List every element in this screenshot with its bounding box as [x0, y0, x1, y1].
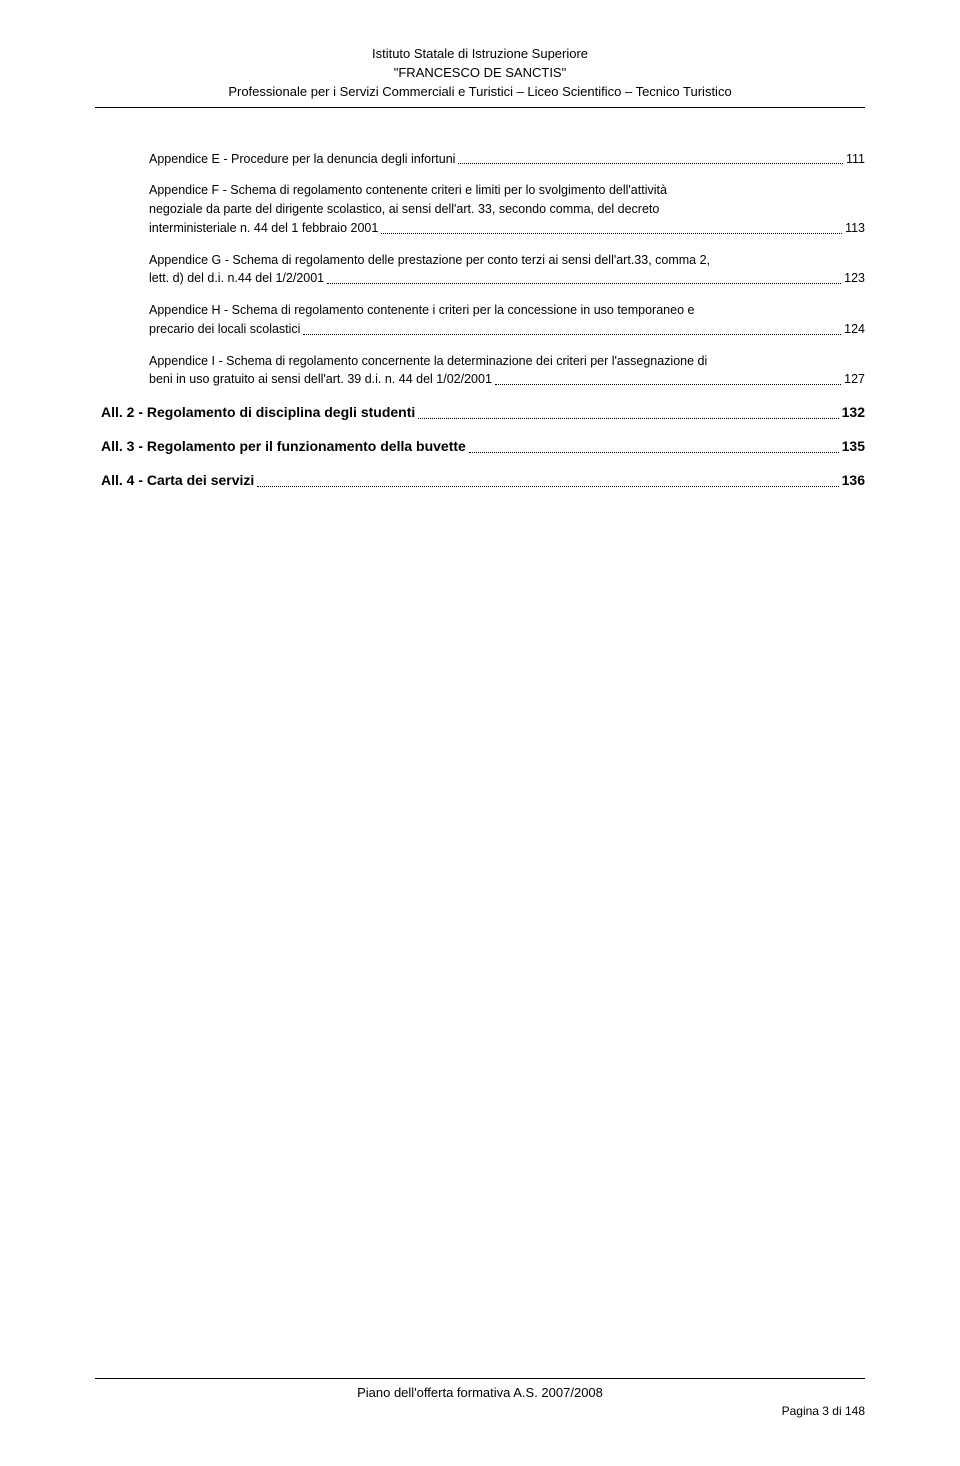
document-page: Istituto Statale di Istruzione Superiore…: [0, 0, 960, 1466]
toc-leader-dots: [458, 163, 843, 164]
toc-leader-dots: [381, 233, 842, 234]
header-rule: [95, 107, 865, 108]
toc-page-number: 113: [845, 219, 865, 238]
toc-entry: Appendice G - Schema di regolamento dell…: [101, 251, 865, 289]
toc-multiline: Appendice F - Schema di regolamento cont…: [149, 181, 865, 237]
toc-text-line: Appendice H - Schema di regolamento cont…: [149, 301, 865, 320]
toc-entry: Appendice E - Procedure per la denuncia …: [101, 150, 865, 169]
toc-entry: All. 2 - Regolamento di disciplina degli…: [101, 402, 865, 423]
toc-page-number: 124: [844, 320, 865, 339]
toc-multiline: Appendice I - Schema di regolamento conc…: [149, 352, 865, 390]
toc-text-line: negoziale da parte del dirigente scolast…: [149, 200, 865, 219]
toc-entry: Appendice I - Schema di regolamento conc…: [101, 352, 865, 390]
toc-text: Appendice E - Procedure per la denuncia …: [149, 150, 455, 169]
toc-page-number: 111: [846, 150, 865, 169]
toc-leader-dots: [495, 384, 841, 385]
toc-page-number: 127: [844, 370, 865, 389]
toc-page-number: 136: [842, 470, 865, 491]
toc-entry: All. 3 - Regolamento per il funzionament…: [101, 436, 865, 457]
toc-text: beni in uso gratuito ai sensi dell'art. …: [149, 370, 492, 389]
toc-entry: All. 4 - Carta dei servizi 136: [101, 470, 865, 491]
footer-title: Piano dell'offerta formativa A.S. 2007/2…: [95, 1385, 865, 1400]
toc-line: beni in uso gratuito ai sensi dell'art. …: [149, 370, 865, 389]
footer-rule: [95, 1378, 865, 1379]
toc-leader-dots: [327, 283, 841, 284]
toc-text: All. 4 - Carta dei servizi: [101, 470, 254, 491]
toc-line: interministeriale n. 44 del 1 febbraio 2…: [149, 219, 865, 238]
page-header: Istituto Statale di Istruzione Superiore…: [95, 45, 865, 112]
toc-entry: Appendice H - Schema di regolamento cont…: [101, 301, 865, 339]
toc-text-line: Appendice F - Schema di regolamento cont…: [149, 181, 865, 200]
toc-line: lett. d) del d.i. n.44 del 1/2/2001 123: [149, 269, 865, 288]
toc-leader-dots: [469, 452, 839, 453]
toc-leader-dots: [303, 334, 841, 335]
toc-page-number: 135: [842, 436, 865, 457]
toc-text: All. 3 - Regolamento per il funzionament…: [101, 436, 466, 457]
toc-page-number: 132: [842, 402, 865, 423]
toc-leader-dots: [257, 486, 838, 487]
toc-leader-dots: [418, 418, 838, 419]
header-line-2: "FRANCESCO DE SANCTIS": [95, 64, 865, 83]
toc-line: precario dei locali scolastici 124: [149, 320, 865, 339]
toc-line: All. 3 - Regolamento per il funzionament…: [101, 436, 865, 457]
page-footer: Piano dell'offerta formativa A.S. 2007/2…: [95, 1378, 865, 1418]
toc-text: interministeriale n. 44 del 1 febbraio 2…: [149, 219, 378, 238]
toc-multiline: Appendice H - Schema di regolamento cont…: [149, 301, 865, 339]
toc-page-number: 123: [844, 269, 865, 288]
footer-page-number: Pagina 3 di 148: [95, 1404, 865, 1418]
toc-text: lett. d) del d.i. n.44 del 1/2/2001: [149, 269, 324, 288]
toc-multiline: Appendice G - Schema di regolamento dell…: [149, 251, 865, 289]
header-line-1: Istituto Statale di Istruzione Superiore: [95, 45, 865, 64]
toc-text: precario dei locali scolastici: [149, 320, 300, 339]
toc-line: All. 2 - Regolamento di disciplina degli…: [101, 402, 865, 423]
toc-entry: Appendice F - Schema di regolamento cont…: [101, 181, 865, 237]
table-of-contents: Appendice E - Procedure per la denuncia …: [95, 112, 865, 492]
toc-line: Appendice E - Procedure per la denuncia …: [149, 150, 865, 169]
toc-text: All. 2 - Regolamento di disciplina degli…: [101, 402, 415, 423]
toc-line: All. 4 - Carta dei servizi 136: [101, 470, 865, 491]
toc-text-line: Appendice G - Schema di regolamento dell…: [149, 251, 865, 270]
header-line-3: Professionale per i Servizi Commerciali …: [95, 83, 865, 102]
toc-text-line: Appendice I - Schema di regolamento conc…: [149, 352, 865, 371]
